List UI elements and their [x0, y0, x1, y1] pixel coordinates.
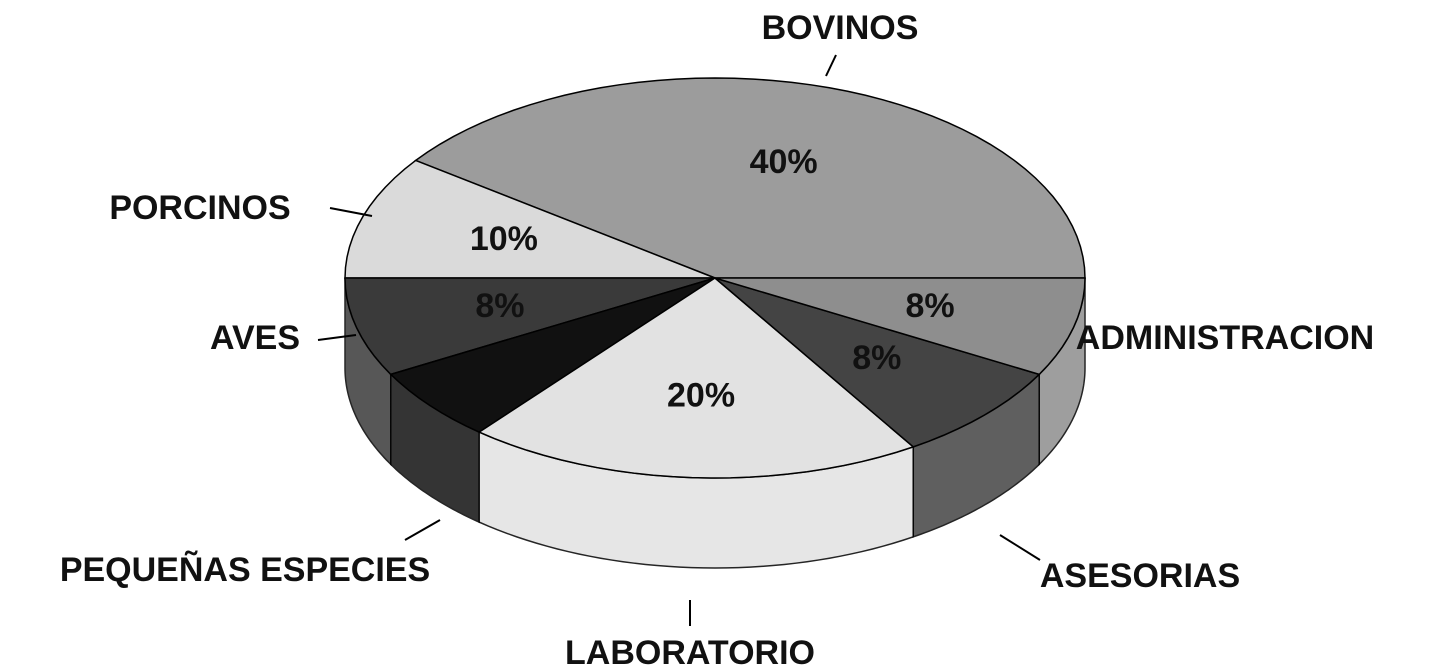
value-label: 20% [667, 377, 735, 415]
value-label: 8% [905, 287, 954, 325]
slice [344, 159, 716, 279]
callout-line [404, 519, 441, 541]
category-label: BOVINOS [762, 9, 919, 47]
callout-line [329, 207, 373, 217]
value-label: 40% [750, 143, 818, 181]
value-label: 10% [470, 220, 538, 258]
slice [344, 277, 716, 376]
value-label: 8% [475, 287, 524, 325]
callout-line [317, 334, 357, 341]
value-label: 8% [852, 339, 901, 377]
slice [714, 277, 1086, 376]
category-label: LABORATORIO [565, 634, 815, 672]
slice [714, 277, 1041, 448]
callout-line [825, 54, 837, 77]
slice [414, 77, 1086, 279]
category-label: ADMINISTRACION [1076, 319, 1374, 357]
category-label: AVES [210, 319, 300, 357]
slice [477, 277, 915, 479]
category-label: PEQUEÑAS ESPECIES [60, 551, 430, 589]
slice [389, 277, 716, 433]
category-label: PORCINOS [109, 189, 290, 227]
category-label: ASESORIAS [1040, 557, 1240, 595]
callout-line [999, 534, 1041, 561]
